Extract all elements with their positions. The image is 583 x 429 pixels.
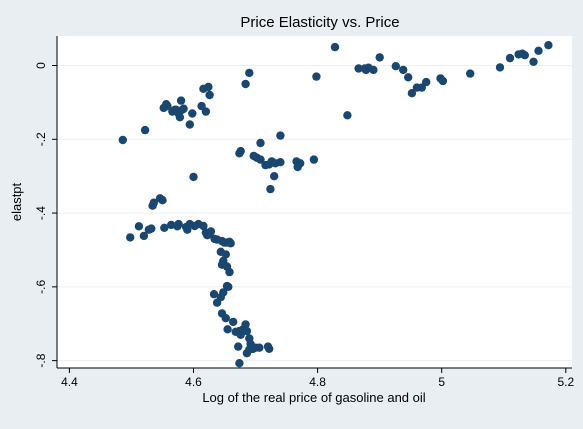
x-tick-label: 5 bbox=[438, 375, 445, 389]
data-point bbox=[256, 155, 265, 164]
y-tick-label: 0 bbox=[34, 62, 48, 69]
y-tick-label: -.4 bbox=[34, 206, 48, 220]
x-tick-label: 5.2 bbox=[557, 375, 574, 389]
data-point bbox=[179, 104, 188, 113]
data-point bbox=[206, 227, 216, 236]
data-point bbox=[204, 82, 213, 92]
data-point bbox=[229, 317, 238, 327]
data-point bbox=[241, 79, 250, 89]
y-tick-label: -.6 bbox=[34, 280, 48, 294]
data-point bbox=[544, 41, 553, 50]
data-point bbox=[223, 325, 232, 334]
data-point bbox=[296, 159, 305, 168]
data-point bbox=[422, 77, 431, 87]
y-tick-label: -.2 bbox=[34, 132, 48, 146]
x-tick-label: 4.6 bbox=[185, 375, 202, 389]
data-point bbox=[245, 68, 254, 78]
data-point bbox=[188, 109, 197, 118]
data-point bbox=[354, 64, 363, 73]
data-point bbox=[330, 42, 340, 52]
data-point bbox=[212, 298, 222, 307]
data-point bbox=[139, 231, 149, 241]
data-point bbox=[309, 155, 319, 164]
data-point bbox=[147, 224, 156, 233]
y-tick-label: -.8 bbox=[34, 353, 48, 367]
data-point bbox=[256, 138, 265, 148]
data-point bbox=[185, 120, 194, 129]
data-point bbox=[276, 131, 285, 140]
data-point bbox=[226, 239, 235, 248]
data-point bbox=[369, 65, 378, 75]
data-point bbox=[199, 221, 208, 231]
data-point bbox=[221, 250, 230, 259]
x-tick-label: 4.8 bbox=[309, 375, 326, 389]
data-point bbox=[209, 290, 219, 299]
data-point bbox=[222, 281, 232, 291]
data-point bbox=[312, 72, 321, 81]
x-tick-label: 4.4 bbox=[61, 375, 78, 389]
data-point bbox=[399, 65, 408, 75]
data-point bbox=[270, 172, 279, 181]
data-point bbox=[174, 219, 183, 229]
data-point bbox=[404, 73, 413, 82]
data-point bbox=[176, 96, 186, 105]
data-point bbox=[163, 101, 172, 111]
data-point bbox=[375, 53, 384, 62]
plot-area bbox=[57, 36, 572, 368]
data-point bbox=[140, 125, 150, 135]
data-point bbox=[529, 57, 538, 66]
data-point bbox=[505, 53, 515, 63]
data-point bbox=[266, 184, 275, 194]
data-points bbox=[118, 41, 553, 368]
data-point bbox=[466, 69, 475, 78]
data-point bbox=[343, 111, 352, 120]
data-point bbox=[241, 320, 250, 329]
data-point bbox=[438, 76, 448, 86]
data-point bbox=[221, 314, 230, 323]
data-point bbox=[534, 46, 543, 55]
data-point bbox=[126, 233, 135, 242]
data-point bbox=[205, 90, 214, 100]
data-point bbox=[242, 326, 252, 336]
data-point bbox=[236, 146, 245, 156]
data-point bbox=[175, 113, 185, 122]
y-axis-label: elastpt bbox=[9, 182, 24, 221]
data-point bbox=[265, 344, 274, 353]
axes: 0 -.2 -.4 -.6 -.8 4.4 4.6 4.8 5 5.2 bbox=[34, 36, 574, 389]
data-point bbox=[225, 267, 234, 277]
data-point bbox=[189, 172, 198, 182]
data-point bbox=[276, 158, 285, 167]
data-point bbox=[201, 107, 211, 116]
data-point bbox=[158, 196, 167, 205]
data-point bbox=[235, 359, 244, 368]
data-point bbox=[160, 223, 169, 232]
data-point bbox=[234, 342, 243, 351]
data-point bbox=[407, 89, 417, 98]
data-point bbox=[255, 343, 264, 352]
data-point bbox=[495, 63, 505, 72]
data-point bbox=[118, 135, 128, 145]
data-point bbox=[134, 222, 144, 231]
gridlines bbox=[57, 65, 572, 362]
data-point bbox=[391, 61, 400, 71]
x-axis-label: Log of the real price of gasoline and oi… bbox=[202, 390, 425, 405]
data-point bbox=[149, 198, 158, 207]
data-point bbox=[520, 51, 529, 60]
chart-title: Price Elasticity vs. Price bbox=[240, 14, 399, 31]
